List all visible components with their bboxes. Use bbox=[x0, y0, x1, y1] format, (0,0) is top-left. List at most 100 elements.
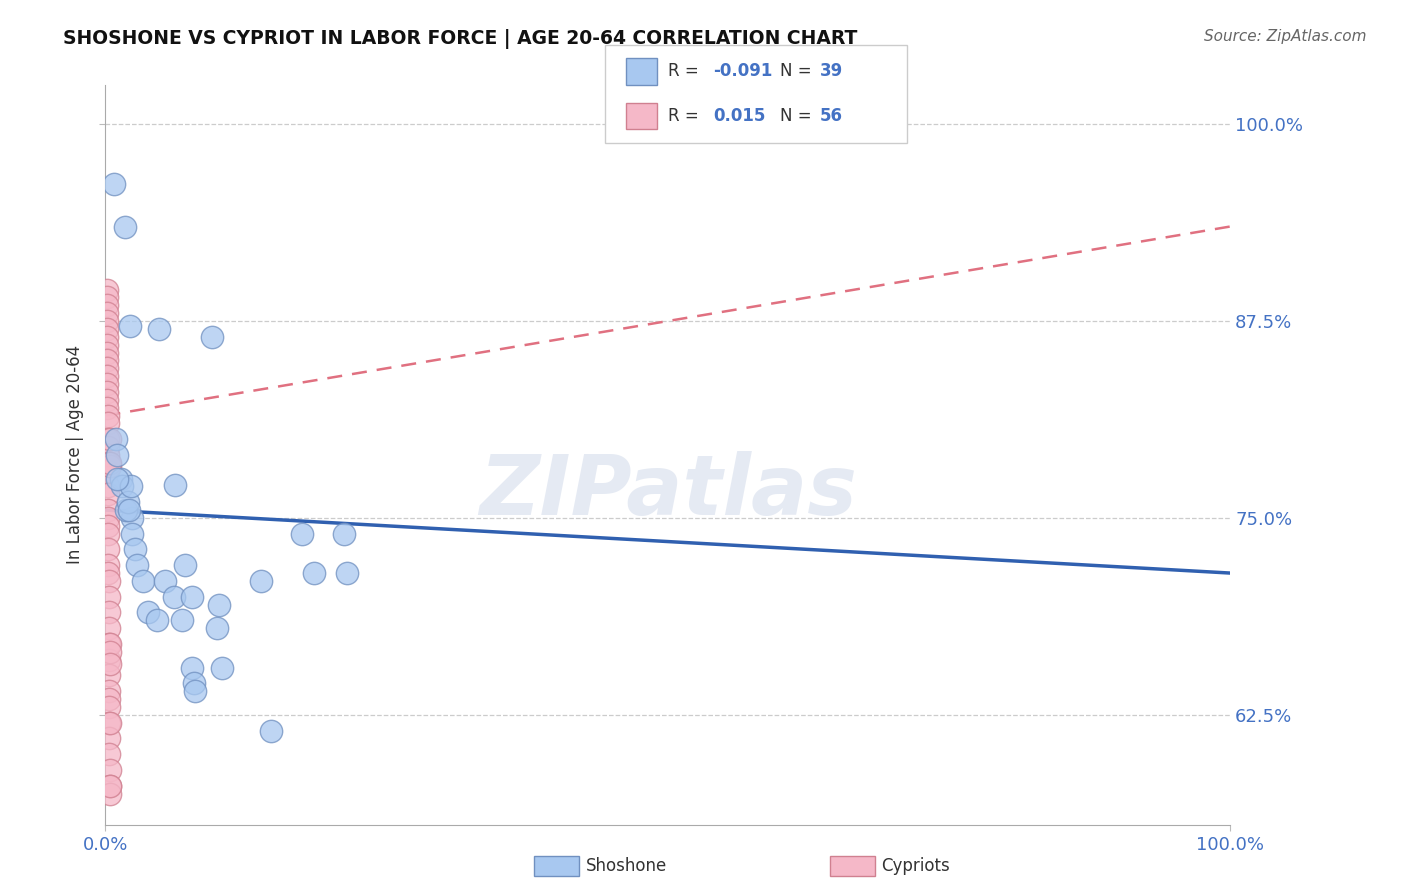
Point bbox=[98, 779, 121, 793]
Text: 56: 56 bbox=[820, 107, 842, 125]
Point bbox=[97, 668, 120, 682]
Text: R =: R = bbox=[668, 107, 704, 125]
Point bbox=[97, 417, 120, 431]
Point bbox=[96, 353, 118, 368]
Point bbox=[98, 715, 121, 730]
Point bbox=[153, 574, 176, 588]
Point bbox=[181, 660, 204, 674]
Point bbox=[333, 526, 356, 541]
Point bbox=[98, 645, 121, 659]
Point bbox=[97, 590, 120, 604]
Point bbox=[97, 574, 120, 588]
Point bbox=[97, 747, 120, 762]
Text: N =: N = bbox=[780, 107, 817, 125]
Point bbox=[105, 448, 128, 462]
Point bbox=[104, 432, 127, 446]
Point bbox=[97, 464, 120, 478]
Point bbox=[97, 448, 120, 462]
Point bbox=[163, 590, 186, 604]
Point bbox=[170, 613, 193, 627]
Point bbox=[114, 219, 136, 234]
Point bbox=[98, 432, 121, 446]
Text: R =: R = bbox=[668, 62, 704, 80]
Point bbox=[97, 526, 120, 541]
Point bbox=[96, 401, 118, 415]
Text: N =: N = bbox=[780, 62, 817, 80]
Point bbox=[97, 606, 120, 620]
Point bbox=[291, 526, 314, 541]
Point bbox=[96, 290, 118, 304]
Point bbox=[97, 621, 120, 635]
Point bbox=[121, 511, 143, 525]
Y-axis label: In Labor Force | Age 20-64: In Labor Force | Age 20-64 bbox=[66, 345, 84, 565]
Point bbox=[249, 574, 271, 588]
Point bbox=[97, 731, 120, 746]
Point bbox=[201, 330, 224, 344]
Point bbox=[181, 590, 204, 604]
Point bbox=[97, 542, 120, 557]
Point bbox=[146, 613, 169, 627]
Point bbox=[97, 558, 120, 573]
Point bbox=[98, 456, 121, 470]
Point bbox=[96, 330, 118, 344]
Point bbox=[97, 440, 120, 454]
Point bbox=[97, 511, 120, 525]
Point bbox=[96, 392, 118, 407]
Point bbox=[98, 657, 121, 672]
Point bbox=[302, 566, 325, 580]
Point bbox=[97, 684, 120, 698]
Point bbox=[208, 598, 231, 612]
Point bbox=[97, 487, 120, 501]
Point bbox=[98, 458, 121, 473]
Point bbox=[97, 518, 120, 533]
Point bbox=[98, 779, 121, 793]
Point bbox=[174, 558, 197, 573]
Point bbox=[97, 456, 120, 470]
Text: Cypriots: Cypriots bbox=[882, 857, 950, 875]
Point bbox=[211, 660, 233, 674]
Point bbox=[96, 345, 118, 359]
Point bbox=[103, 177, 125, 191]
Point bbox=[260, 723, 283, 738]
Point bbox=[120, 318, 142, 333]
Point bbox=[96, 361, 118, 376]
Point bbox=[165, 478, 187, 492]
Text: SHOSHONE VS CYPRIOT IN LABOR FORCE | AGE 20-64 CORRELATION CHART: SHOSHONE VS CYPRIOT IN LABOR FORCE | AGE… bbox=[63, 29, 858, 48]
Point bbox=[98, 763, 121, 777]
Point bbox=[96, 337, 118, 351]
Point bbox=[97, 566, 120, 580]
Text: Shoshone: Shoshone bbox=[586, 857, 668, 875]
Point bbox=[96, 369, 118, 384]
Point bbox=[131, 574, 153, 588]
Point bbox=[97, 715, 120, 730]
Point bbox=[98, 787, 121, 801]
Point bbox=[96, 377, 118, 392]
Point bbox=[97, 409, 120, 423]
Text: 39: 39 bbox=[820, 62, 844, 80]
Point bbox=[96, 322, 118, 336]
Text: ZIPatlas: ZIPatlas bbox=[479, 451, 856, 533]
Point bbox=[205, 621, 228, 635]
Point bbox=[97, 653, 120, 667]
Point bbox=[97, 692, 120, 706]
Point bbox=[114, 503, 136, 517]
Point bbox=[148, 322, 170, 336]
Point bbox=[105, 471, 128, 485]
Text: -0.091: -0.091 bbox=[713, 62, 772, 80]
Point bbox=[125, 558, 148, 573]
Point bbox=[136, 606, 159, 620]
Text: 0.015: 0.015 bbox=[713, 107, 765, 125]
Point bbox=[111, 479, 134, 493]
Point bbox=[96, 314, 118, 328]
Point bbox=[96, 298, 118, 312]
Point bbox=[183, 676, 205, 690]
Point bbox=[97, 479, 120, 493]
Point bbox=[97, 700, 120, 714]
Point bbox=[121, 526, 143, 541]
Point bbox=[110, 471, 132, 485]
Point bbox=[118, 503, 141, 517]
Point bbox=[124, 542, 146, 557]
Point bbox=[96, 306, 118, 320]
Text: Source: ZipAtlas.com: Source: ZipAtlas.com bbox=[1204, 29, 1367, 44]
Point bbox=[117, 495, 139, 509]
